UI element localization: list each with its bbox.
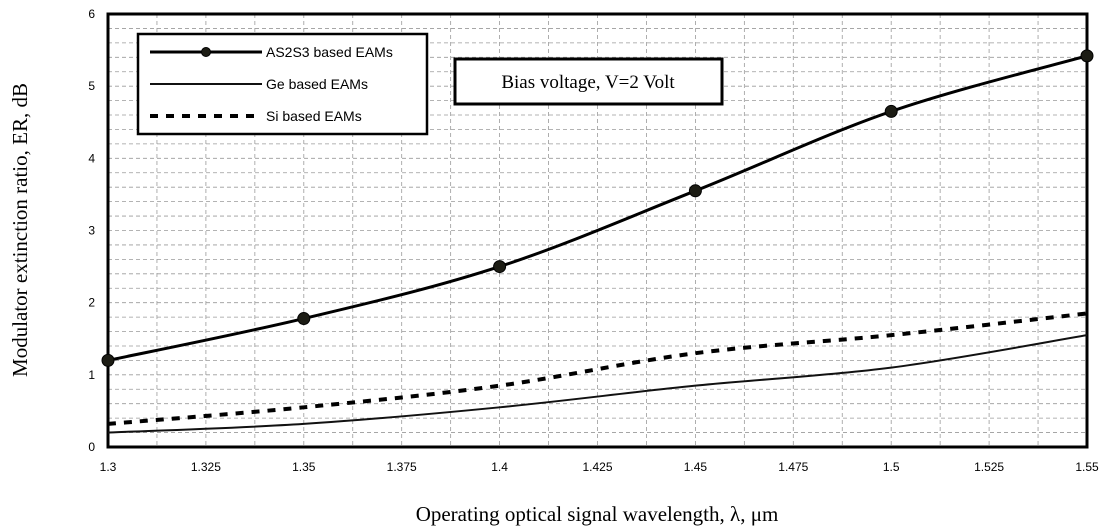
data-point-marker xyxy=(884,104,898,118)
markers-layer xyxy=(101,49,1094,367)
legend-label: Si based EAMs xyxy=(266,108,362,124)
x-tick-label: 1.5 xyxy=(883,460,900,474)
y-tick-label: 4 xyxy=(88,151,95,165)
legend-label: Ge based EAMs xyxy=(266,76,368,92)
x-tick-label: 1.475 xyxy=(778,460,808,474)
y-tick-label: 2 xyxy=(88,296,95,310)
x-tick-label: 1.325 xyxy=(191,460,221,474)
series-line-0 xyxy=(108,54,1087,362)
data-point-marker xyxy=(297,312,311,326)
y-tick-label: 6 xyxy=(88,7,95,21)
tick-labels: 1.3 1.325 1.35 1.375 1.4 1.425 1.45 1.475 1.5 1.5… xyxy=(88,7,1099,474)
data-point-marker xyxy=(1080,49,1094,63)
x-tick-label: 1.55 xyxy=(1075,460,1099,474)
x-tick-label: 1.3 xyxy=(100,460,117,474)
data-point-marker xyxy=(101,353,115,367)
legend: AS2S3 based EAMs Ge based EAMs Si based EA… xyxy=(136,32,429,136)
y-tick-label: 3 xyxy=(88,224,95,238)
legend-label: AS2S3 based EAMs xyxy=(266,44,393,60)
annotation-box xyxy=(453,57,724,106)
y-tick-label: 0 xyxy=(88,440,95,454)
y-tick-label: 1 xyxy=(88,368,95,382)
x-tick-label: 1.425 xyxy=(582,460,612,474)
y-tick-label: 5 xyxy=(88,79,95,93)
annotation: Bias voltage, V=2 Volt xyxy=(453,57,724,106)
annotation-text: Bias voltage, V=2 Volt xyxy=(501,72,675,93)
legend-marker xyxy=(201,47,211,57)
x-tick-label: 1.375 xyxy=(387,460,417,474)
x-tick-label: 1.4 xyxy=(491,460,508,474)
data-point-marker xyxy=(688,184,702,198)
legend-items: AS2S3 based EAMs Ge based EAMs Si based EA… xyxy=(150,44,393,124)
data-point-marker xyxy=(493,260,507,274)
x-tick-label: 1.45 xyxy=(684,460,708,474)
series-line-1 xyxy=(108,334,1087,434)
x-axis-title: Operating optical signal wavelength, λ, … xyxy=(416,502,779,526)
series-layer xyxy=(108,54,1087,434)
x-tick-label: 1.35 xyxy=(292,460,316,474)
x-tick-label: 1.525 xyxy=(974,460,1004,474)
plot-frame xyxy=(106,12,1089,449)
y-axis-title: Modulator extinction ratio, ER, dB xyxy=(8,83,32,377)
